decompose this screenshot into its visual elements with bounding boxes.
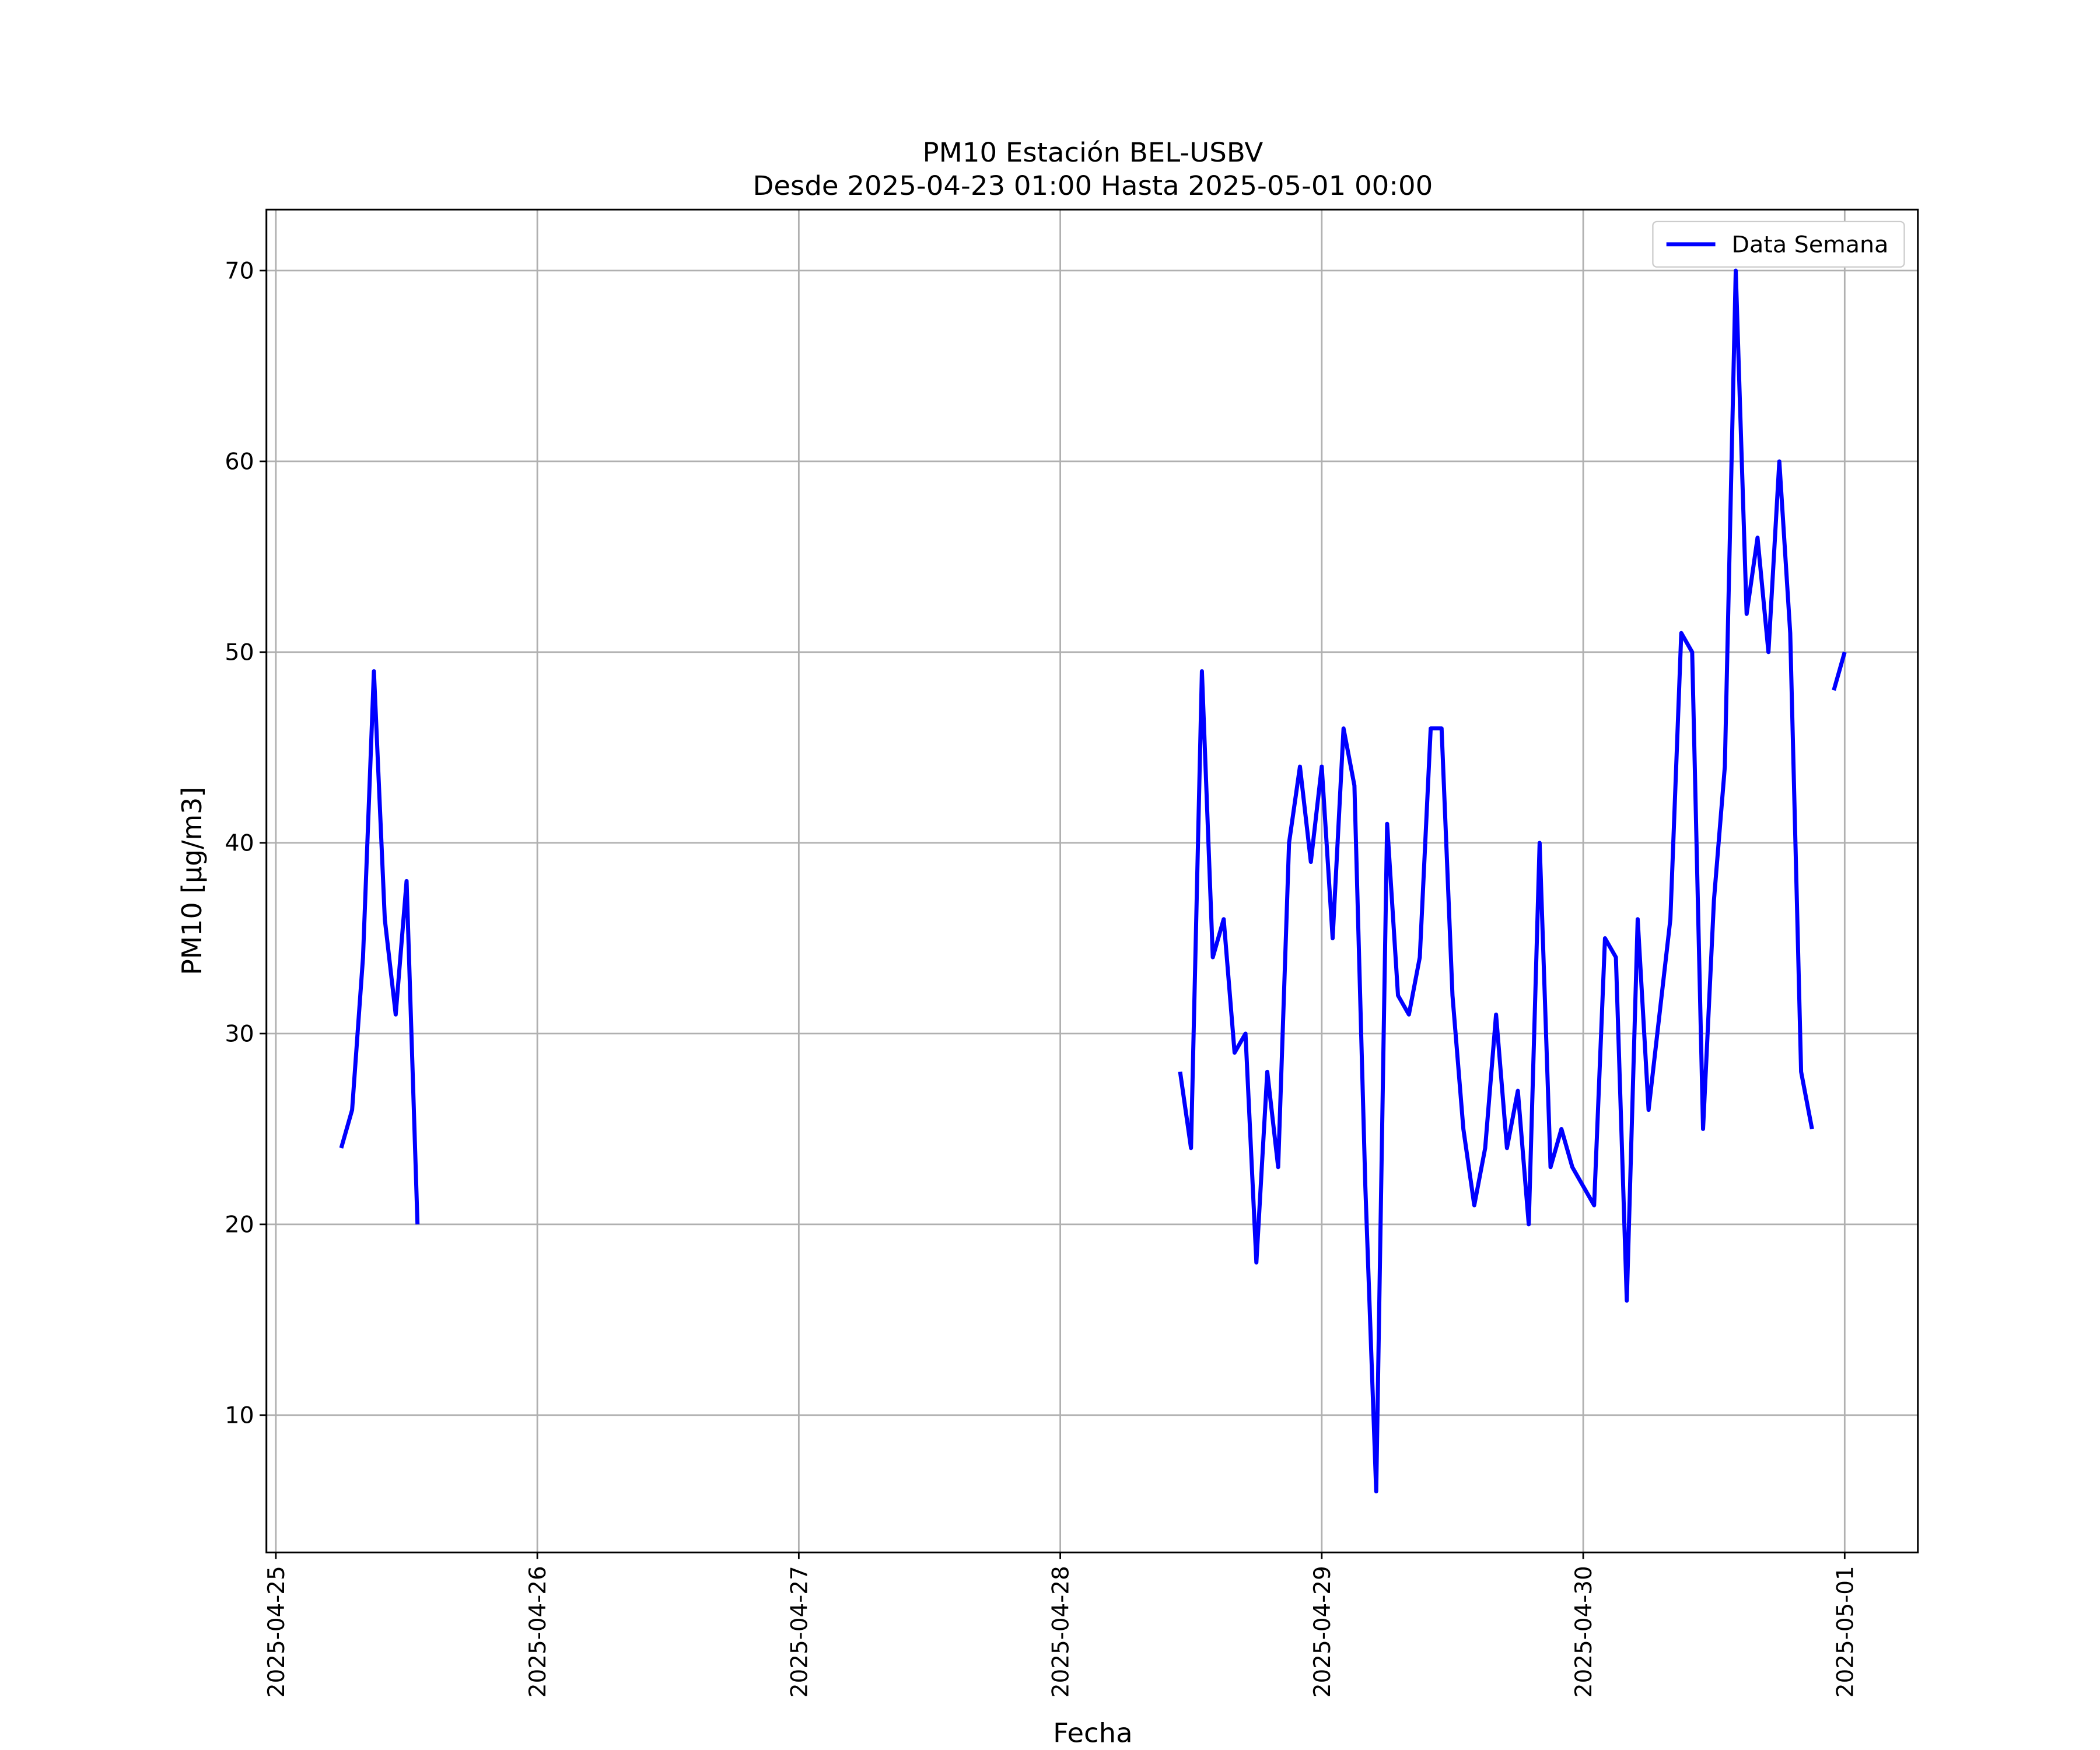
legend-box bbox=[1652, 220, 1905, 268]
x-tick-label: 2025-04-30 bbox=[1571, 1566, 1597, 1698]
x-tick-label: 2025-04-26 bbox=[525, 1566, 551, 1698]
plot-frame bbox=[265, 208, 1919, 1553]
x-tick-label: 2025-04-28 bbox=[1048, 1566, 1074, 1698]
y-tick-label: 30 bbox=[225, 1021, 254, 1048]
x-axis-label: Fecha bbox=[1053, 1717, 1133, 1749]
y-tick-label: 70 bbox=[225, 258, 254, 285]
y-tick-label: 40 bbox=[225, 831, 254, 857]
chart-subtitle: Desde 2025-04-23 01:00 Hasta 2025-05-01 … bbox=[753, 170, 1433, 201]
y-tick-label: 60 bbox=[225, 449, 254, 475]
data-line bbox=[339, 268, 1847, 1494]
legend-label: Data Semana bbox=[1732, 232, 1889, 258]
y-tick-label: 50 bbox=[225, 640, 254, 666]
y-tick-label: 20 bbox=[225, 1212, 254, 1238]
y-tick-label: 10 bbox=[225, 1403, 254, 1429]
x-tick-label: 2025-04-25 bbox=[264, 1566, 290, 1698]
x-tick-label: 2025-04-29 bbox=[1310, 1566, 1336, 1698]
chart-title: PM10 Estación BEL-USBV bbox=[923, 136, 1264, 168]
x-tick-label: 2025-04-27 bbox=[786, 1566, 813, 1698]
x-tick-label: 2025-05-01 bbox=[1832, 1566, 1859, 1698]
y-axis-label: PM10 [μg/m3] bbox=[176, 787, 207, 975]
